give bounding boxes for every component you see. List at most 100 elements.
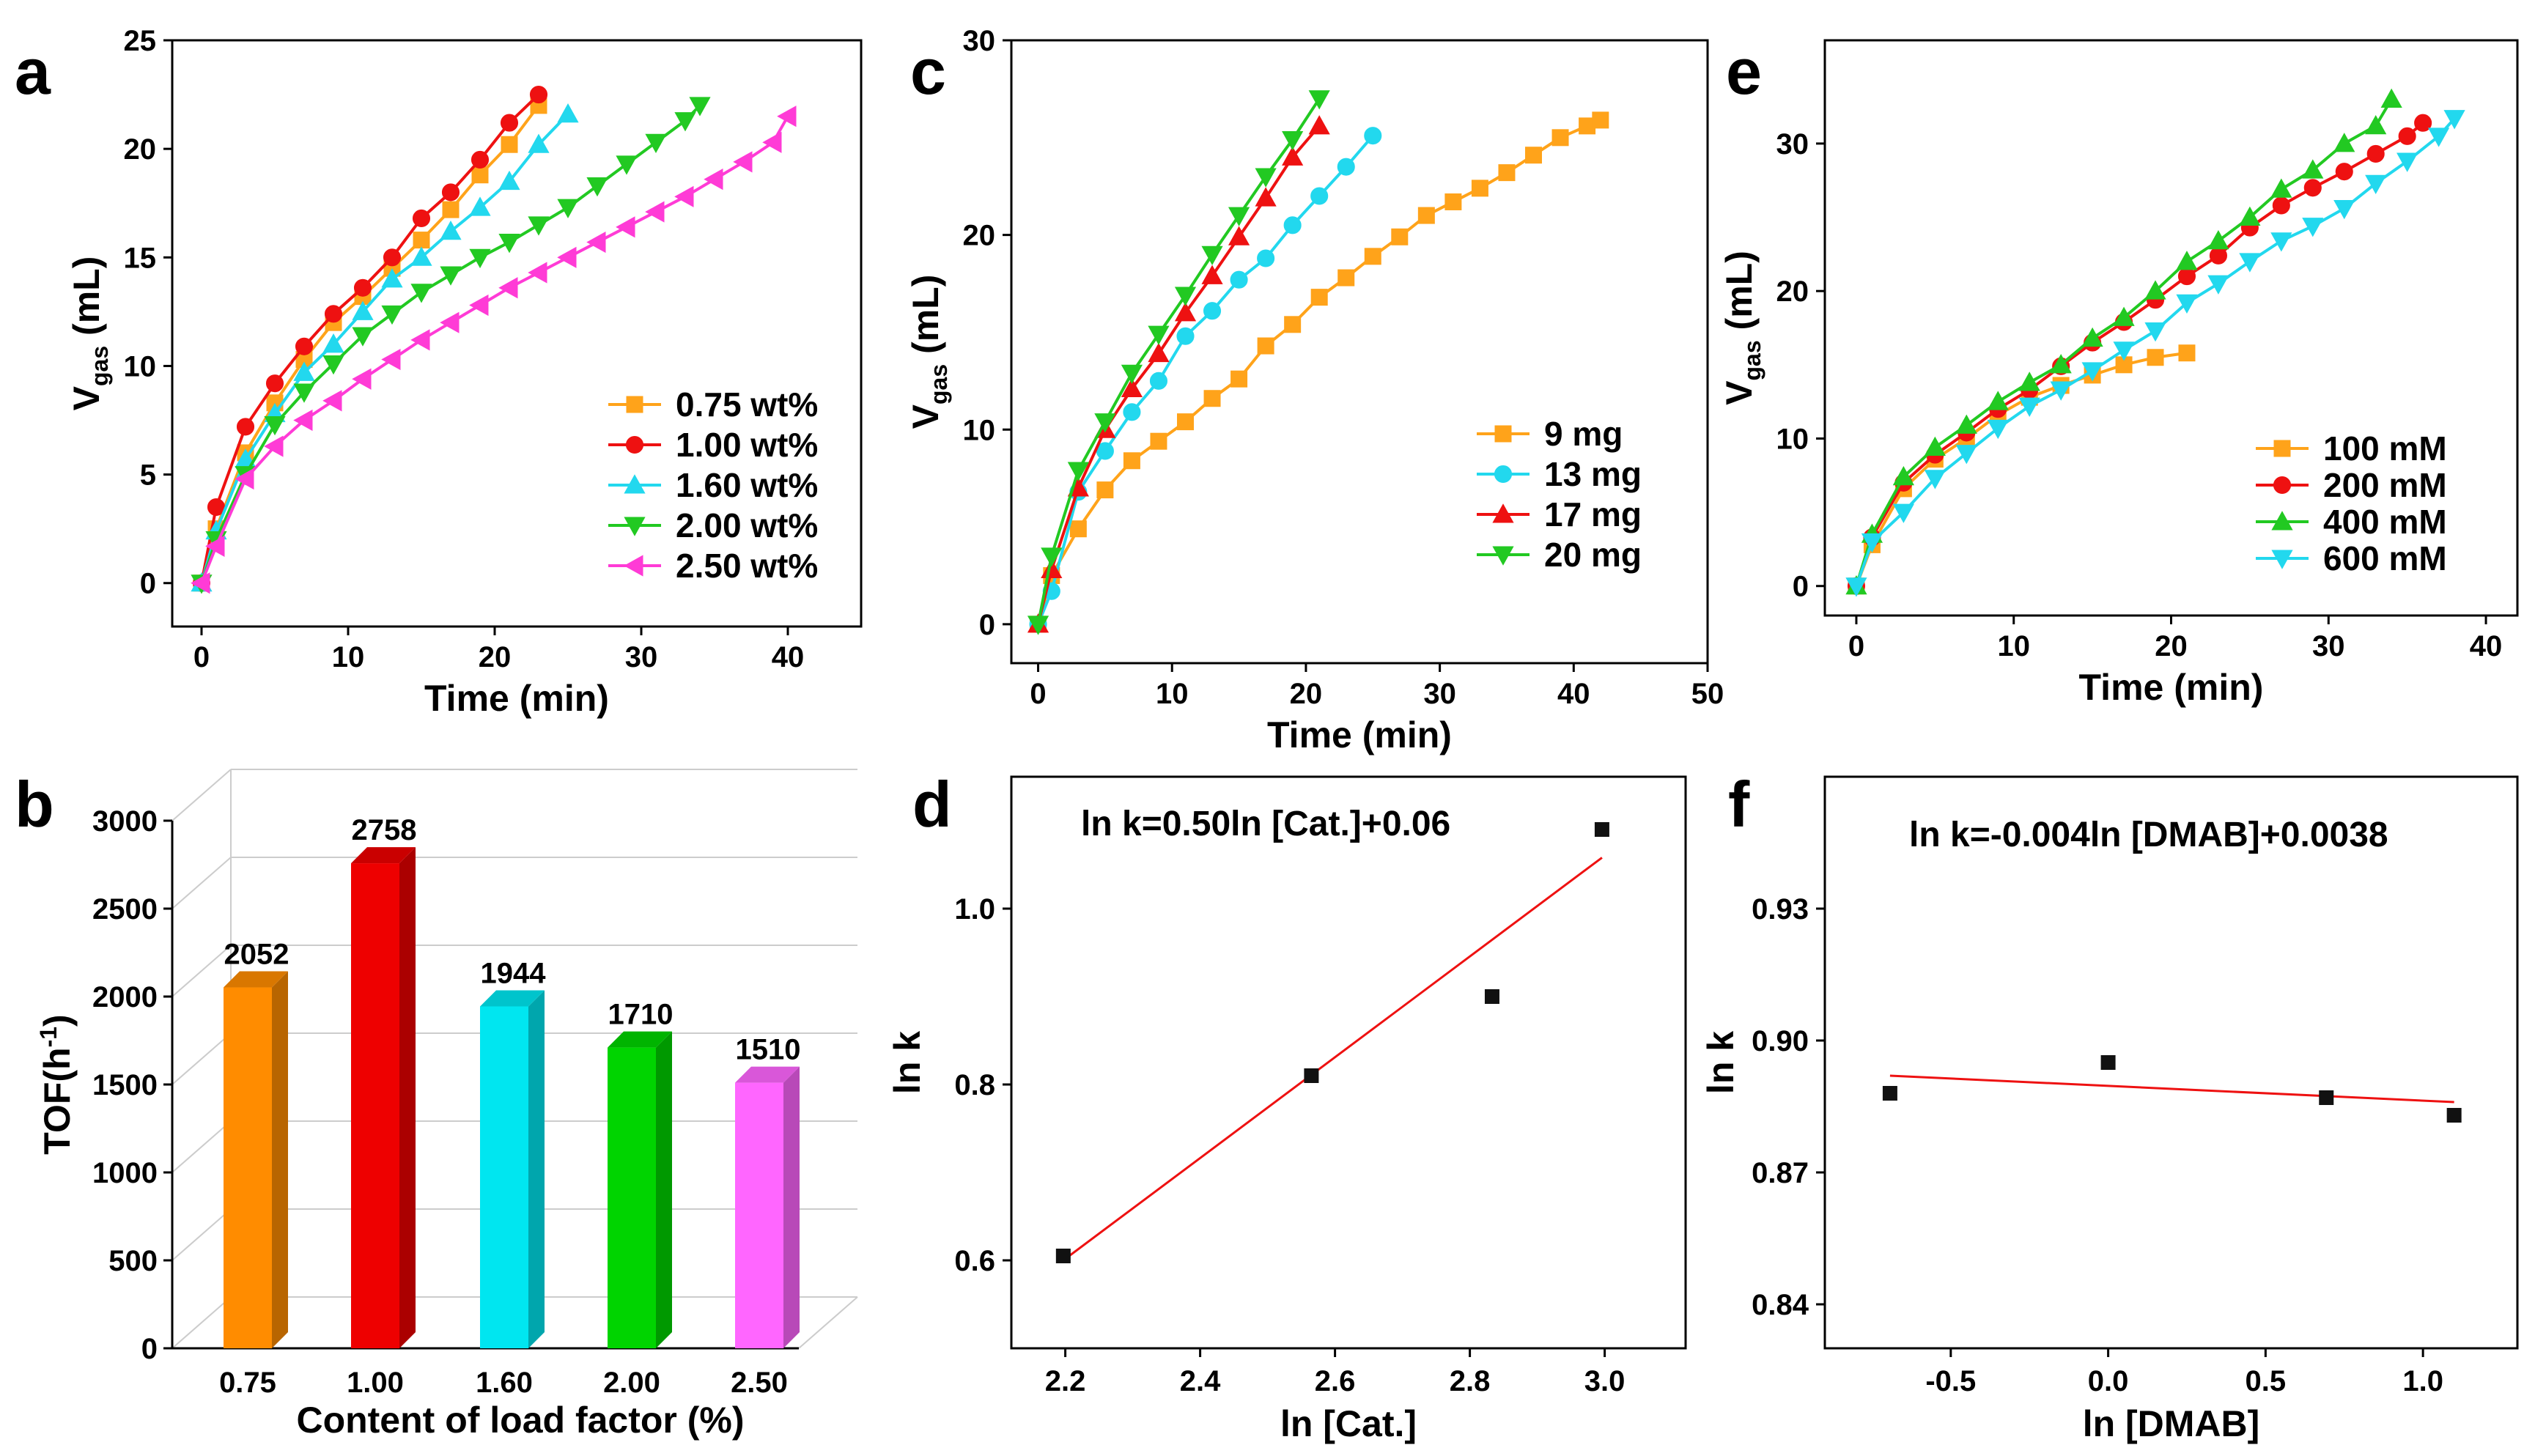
x-tick-label: 10 [1156, 678, 1189, 710]
plot-frame [171, 39, 863, 628]
data-point [2018, 397, 2040, 417]
data-point [557, 199, 579, 218]
data-point [2335, 163, 2353, 181]
data-point [410, 284, 432, 303]
series-0 [1848, 344, 2196, 595]
data-point [471, 150, 490, 169]
data-point [498, 277, 518, 299]
data-point [1955, 445, 1977, 465]
data-point [469, 294, 489, 317]
data-point [324, 305, 343, 323]
data-point [1337, 269, 1355, 287]
data-point [293, 383, 315, 403]
data-point [1257, 249, 1275, 267]
data-point [1123, 452, 1140, 470]
data-point [500, 114, 519, 132]
data-point [1892, 503, 1914, 523]
data-point [1230, 270, 1248, 289]
data-point [2018, 372, 2040, 391]
legend-label: 9 mg [1544, 415, 1623, 453]
legend-marker [625, 435, 644, 454]
data-point [2319, 1090, 2334, 1105]
data-point [528, 133, 550, 153]
data-point [586, 177, 608, 197]
legend-label: 1.00 wt% [676, 426, 818, 464]
panel-d-chart: 2.2 2.4 2.6 2.8 3.0 0.6 0.8 1.0 ln [Cat.] ln k ln … [887, 775, 1687, 1444]
x-tick-label: 0.5 [2246, 1365, 2287, 1397]
series-line [1036, 97, 1321, 625]
data-point [1987, 419, 2009, 440]
bar-top [608, 1031, 672, 1048]
data-point [2398, 127, 2416, 145]
y-tick-label: 30 [963, 25, 996, 57]
data-point [264, 435, 284, 457]
series-0 [193, 97, 547, 592]
series-4 [191, 106, 797, 594]
x-tick-label: 0 [1030, 678, 1046, 710]
series-3 [1027, 90, 1330, 635]
data-point [191, 572, 210, 594]
bar-top [351, 847, 416, 864]
fit-equation: ln k=-0.004ln [DMAB]+0.0038 [1909, 816, 2388, 854]
panel-label-f: f [1728, 768, 1750, 840]
data-point [353, 278, 372, 297]
legend-marker [2271, 511, 2293, 531]
data-point [381, 305, 403, 325]
y-axis-label-unit: (mL) [905, 275, 946, 364]
data-point [1255, 168, 1277, 188]
y-tick-label: 0 [140, 568, 156, 600]
y-axis-label-sub: gas [86, 346, 113, 386]
x-axis-label: Time (min) [1267, 714, 1452, 755]
data-point [2380, 88, 2402, 108]
data-point [1310, 289, 1328, 306]
panel-label-c: c [910, 35, 946, 108]
bar-top [735, 1066, 800, 1083]
y-axis-label: Vgas (mL) [66, 256, 113, 411]
data-point [265, 374, 284, 393]
bar-top [224, 971, 288, 988]
data-point [1121, 364, 1143, 384]
data-point [498, 234, 520, 254]
data-point [205, 535, 225, 557]
data-point [322, 355, 344, 375]
data-point [264, 415, 286, 436]
y-tick-label: 20 [963, 220, 996, 252]
data-point [2414, 114, 2432, 132]
grid-diagonal [171, 857, 232, 909]
data-point [1174, 287, 1197, 306]
data-point [1203, 302, 1222, 320]
bar-side [783, 1066, 800, 1348]
series-2 [1027, 115, 1330, 633]
bar-side [272, 971, 288, 1348]
data-point [471, 166, 489, 184]
legend-marker [2271, 550, 2293, 569]
y-axis-label-main: V [1719, 380, 1760, 405]
data-point [381, 268, 403, 288]
panel-c-chart: 0 10 20 30 40 50 0 10 20 30 Time (min) Vgas (mL) 9 m… [905, 25, 1724, 755]
x-tick-label: 2.00 [603, 1367, 660, 1399]
panel-label-b: b [15, 768, 54, 840]
y-axis-label: ln k [887, 1031, 928, 1094]
y-tick-label: 500 [108, 1245, 158, 1277]
data-point [236, 418, 255, 436]
plot-frame [1010, 775, 1687, 1350]
data-point [1094, 413, 1116, 433]
bar-side [399, 847, 416, 1348]
y-tick-label: 15 [124, 242, 157, 274]
data-point [2270, 178, 2292, 198]
data-point [1027, 616, 1049, 635]
bar-front [224, 987, 272, 1348]
data-point [2050, 354, 2072, 374]
grid-diagonal [171, 1120, 232, 1173]
y-axis-label: Vgas (mL) [1719, 251, 1765, 405]
x-tick-label: 50 [1691, 678, 1724, 710]
bar-value-label: 1944 [481, 957, 547, 989]
x-tick-label: 30 [625, 641, 658, 673]
panel-label-a: a [15, 35, 51, 108]
data-point [440, 266, 462, 286]
legend-label: 400 mM [2323, 503, 2447, 541]
data-point [1284, 316, 1302, 333]
data-point [322, 390, 342, 412]
grid-diagonal [171, 1296, 232, 1349]
